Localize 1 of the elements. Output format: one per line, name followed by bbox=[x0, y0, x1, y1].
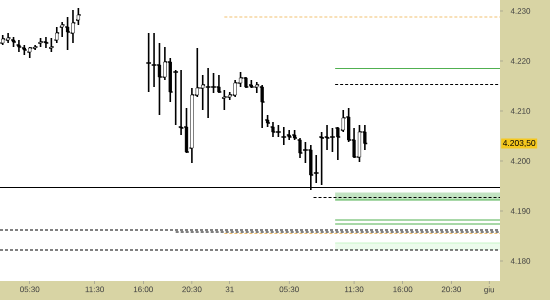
text: 4.203,50 bbox=[502, 140, 536, 147]
